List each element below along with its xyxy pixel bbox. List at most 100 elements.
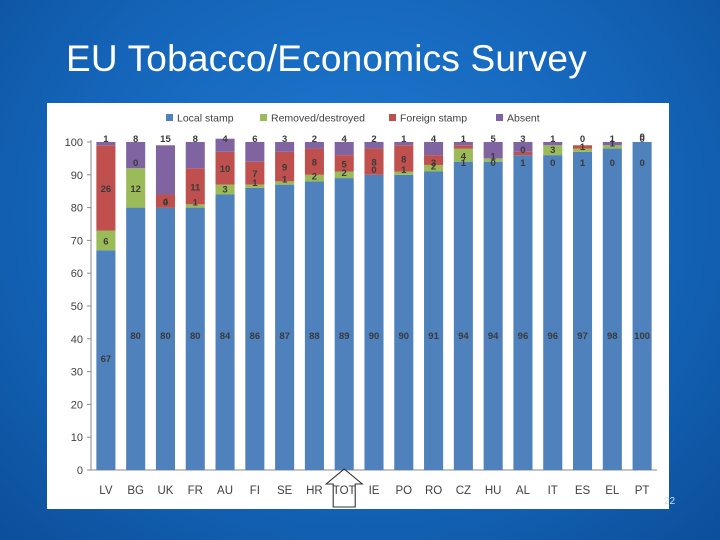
bar-segment-removed-destroyed [185,204,205,208]
data-label-removed-destroyed: 0 [520,145,525,156]
data-label-local-stamp: 91 [428,331,439,342]
bar-group-lv: 67 6 26 1 [96,134,116,470]
bar-segment-foreign-stamp [304,148,324,175]
chart-legend: Local stamp Removed/destroyed Foreign stam… [166,113,540,125]
data-label-absent: 5 [491,134,497,145]
x-tick-label: AU [217,485,233,497]
y-tick-label: 60 [71,268,83,280]
bar-segment-local-stamp [215,194,235,470]
data-label-removed-destroyed: 2 [312,171,317,182]
data-label-local-stamp: 80 [130,331,141,342]
bar-segment-removed-destroyed [543,145,563,156]
y-tick-label: 10 [71,432,83,444]
chart-annotations [324,468,364,508]
bar-segment-removed-destroyed [245,184,265,188]
data-label-foreign-stamp: 0 [639,158,644,169]
data-label-foreign-stamp: 0 [610,158,615,169]
data-label-foreign-stamp: 0 [550,158,555,169]
data-label-removed-destroyed: 1 [282,175,288,186]
bar-segment-local-stamp [632,142,652,470]
bar-segment-removed-destroyed [215,184,235,195]
data-label-removed-destroyed: 1 [252,178,258,189]
data-label-local-stamp: 97 [577,331,588,342]
x-tick-label: LV [99,485,113,497]
data-label-removed-destroyed: 4 [461,152,467,163]
data-label-absent: 1 [103,134,109,145]
bar-segment-foreign-stamp [215,151,235,185]
legend-swatch [496,114,503,121]
bar-segment-foreign-stamp [394,145,414,172]
data-label-removed-destroyed: 2 [342,168,347,179]
data-label-foreign-stamp: 0 [491,158,496,169]
bar-group-hu: 94 10 5 [483,134,503,470]
data-label-foreign-stamp: 11 [190,182,201,193]
bar-segment-removed-destroyed [424,164,444,172]
bar-segment-absent [275,142,295,152]
bar-segment-removed-destroyed [126,168,146,208]
legend-item-local-stamp: Local stamp [166,113,234,125]
data-label-foreign-stamp: 1 [580,158,586,169]
y-tick-label: 90 [71,170,83,182]
data-label-absent: 4 [342,134,348,145]
data-label-removed-destroyed: 1 [610,139,616,150]
x-tick-label: IE [369,485,380,497]
x-tick-label: RO [425,485,442,497]
legend-swatch [389,114,396,121]
bar-segment-local-stamp [394,174,414,471]
x-tick-label: UK [157,485,173,497]
bar-group-hr: 88 2 8 2 [304,134,324,471]
data-label-absent: 4 [431,134,437,145]
bar-segment-absent [155,145,176,195]
bar-segment-removed-destroyed [453,148,473,162]
data-label-removed-destroyed: 0 [639,132,644,143]
y-tick-label: 30 [71,367,83,379]
data-label-absent: 15 [160,134,171,145]
x-tick-label: SE [277,485,293,497]
bar-group-ro: 91 23 4 [424,134,444,470]
y-tick-label: 100 [65,137,83,149]
data-label-absent: 4 [222,134,228,145]
bar-segment-local-stamp [602,148,622,470]
bar-segment-removed-destroyed [394,171,414,175]
bar-segment-local-stamp [155,207,176,470]
data-label-removed-destroyed: 3 [550,145,555,156]
data-label-local-stamp: 96 [518,331,529,342]
x-tick-label: TOT [333,485,356,497]
bar-segment-removed-destroyed [304,174,324,182]
data-label-removed-destroyed: 6 [103,236,108,247]
x-axis: LV BG UK FR AU FI SE HR TOT IE PO RO CZ HU AL IT ES EL PT [99,485,649,497]
bar-segment-foreign-stamp [453,145,473,149]
bar-segment-removed-destroyed [483,158,503,162]
highlight-arrow [324,468,364,508]
chart-bars: 6762618012088004158011188431048617687193… [96,132,652,471]
bar-segment-absent [602,142,622,146]
legend-swatch [166,114,173,121]
bar-segment-local-stamp [245,187,265,471]
data-label-removed-destroyed: 1 [491,152,497,163]
data-label-local-stamp: 84 [220,331,231,342]
bar-group-fi: 86 17 6 [245,134,265,471]
bar-segment-local-stamp [364,174,384,471]
slide-title: EU Tobacco/Economics Survey [66,38,587,79]
y-tick-label: 40 [71,334,83,346]
data-label-absent: 1 [401,134,407,145]
bar-group-se: 87 19 3 [275,134,295,470]
x-tick-label: PT [635,485,650,497]
bar-segment-removed-destroyed [275,181,295,185]
legend-item-foreign-stamp: Foreign stamp [389,113,467,125]
data-label-absent: 2 [312,134,317,145]
data-label-foreign-stamp: 4 [163,197,169,208]
legend-label: Local stamp [177,113,234,125]
data-label-local-stamp: 94 [458,331,469,342]
legend-label: Removed/destroyed [271,113,365,125]
data-label-foreign-stamp: 8 [371,158,376,169]
data-label-absent: 3 [282,134,287,145]
data-label-foreign-stamp: 1 [520,158,526,169]
y-tick-label: 70 [71,235,83,247]
bar-segment-local-stamp [126,207,146,470]
x-tick-label: CZ [456,485,471,497]
data-label-foreign-stamp: 3 [431,158,436,169]
data-label-absent: 3 [520,134,525,145]
